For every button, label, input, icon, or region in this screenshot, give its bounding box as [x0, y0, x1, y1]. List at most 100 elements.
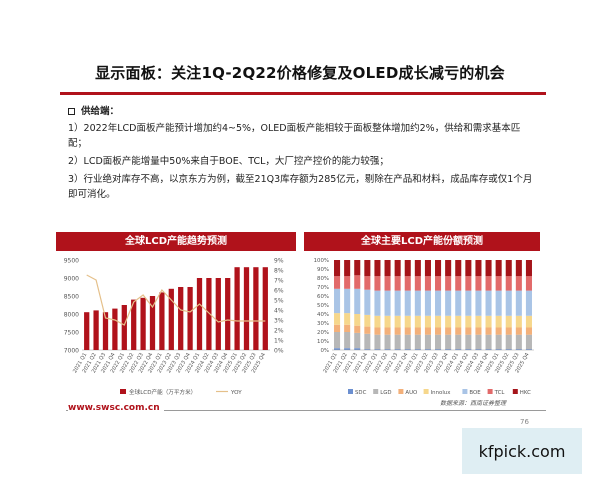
y2-tick-label: 2%	[274, 328, 284, 335]
lcd-capacity-chart-body: 9500 9000 8500 8000 7500 7000 9% 8% 7% 6% 5% 4% 3% 2%…	[56, 254, 296, 406]
share-segment-innolux	[354, 314, 361, 326]
y2-tick-label: 0%	[274, 348, 284, 355]
share-segment-hkc	[414, 260, 421, 277]
share-segment-sdc	[465, 349, 472, 350]
share-segment-lgd	[505, 334, 512, 350]
legend-swatch-auo	[398, 389, 404, 394]
share-segment-boe	[414, 290, 421, 316]
share-segment-hkc	[515, 260, 522, 277]
y-tick-label: 20%	[317, 330, 329, 336]
section-heading-text: 供给端：	[81, 106, 120, 117]
page-title: 显示面板：关注1Q-2Q22价格修复及OLED成长减亏的机会	[95, 64, 505, 82]
y-tick-label: 80%	[317, 276, 329, 282]
share-segment-auo	[414, 327, 421, 335]
share-segment-hkc	[485, 260, 492, 277]
share-segment-tcl	[384, 276, 391, 291]
lcd-share-svg: 100%90%80%70%60%50%40%30%20%10%0%2021 Q1…	[314, 258, 534, 396]
share-segment-lgd	[344, 332, 351, 349]
share-segment-innolux	[384, 315, 391, 328]
share-segment-auo	[525, 327, 532, 335]
share-segment-boe	[525, 290, 532, 316]
capacity-bar	[187, 287, 193, 350]
share-segment-boe	[384, 290, 391, 316]
legend-label-innolux: Innolux	[431, 390, 452, 396]
share-segment-auo	[475, 327, 482, 335]
share-segment-boe	[354, 288, 361, 314]
legend-label-hkc: HKC	[520, 390, 531, 396]
share-segment-innolux	[344, 313, 351, 325]
share-segment-auo	[505, 327, 512, 335]
share-segment-auo	[384, 327, 391, 335]
page-number: 76	[520, 418, 529, 426]
y-tick-label: 30%	[317, 321, 329, 327]
share-segment-auo	[455, 327, 462, 335]
share-segment-lgd	[495, 334, 502, 350]
share-segment-tcl	[455, 276, 462, 291]
share-segment-sdc	[384, 349, 391, 350]
share-segment-innolux	[515, 315, 522, 328]
share-segment-hkc	[435, 260, 442, 277]
share-segment-auo	[364, 326, 371, 334]
capacity-bar	[84, 312, 90, 350]
share-segment-hkc	[495, 260, 502, 277]
share-segment-tcl	[334, 276, 341, 289]
capacity-bar	[121, 305, 127, 350]
capacity-bar	[196, 278, 203, 350]
y-tick-label: 10%	[317, 339, 329, 345]
footer-rule	[66, 410, 546, 411]
legend-label-yoy: YOY	[230, 390, 242, 396]
paragraph-1: 1）2022年LCD面板产能预计增加约4~5%，OLED面板产能相较于面板整体增…	[68, 123, 521, 149]
share-segment-auo	[465, 327, 472, 335]
share-segment-hkc	[344, 260, 351, 277]
capacity-bar	[159, 292, 165, 350]
share-segment-innolux	[485, 315, 492, 328]
supply-section: 供给端： 1）2022年LCD面板产能预计增加约4~5%，OLED面板产能相较于…	[68, 104, 538, 205]
legend-label-lgd: LGD	[380, 390, 391, 396]
share-segment-boe	[515, 290, 522, 316]
capacity-bar	[206, 278, 212, 350]
capacity-bar	[234, 267, 240, 350]
y-tick-label: 7500	[64, 330, 79, 337]
title-rule	[60, 92, 546, 95]
share-segment-auo	[485, 327, 492, 335]
capacity-bar	[225, 278, 231, 350]
lcd-share-chart: 全球主要LCD产能份额预测 100% 90% 80% 70% 60% 50% 40% 30% 2…	[304, 232, 540, 402]
share-segment-innolux	[394, 315, 401, 328]
y2-tick-label: 8%	[274, 268, 284, 275]
share-segment-sdc	[354, 348, 361, 350]
share-segment-boe	[424, 290, 431, 316]
share-segment-hkc	[404, 260, 411, 277]
share-segment-lgd	[384, 334, 391, 350]
legend-swatch-capacity	[120, 389, 126, 394]
share-segment-lgd	[465, 334, 472, 350]
share-segment-lgd	[455, 334, 462, 350]
share-segment-tcl	[414, 276, 421, 291]
share-segment-sdc	[414, 349, 421, 350]
legend-label-sdc: SDC	[355, 390, 367, 396]
share-segment-boe	[445, 290, 452, 316]
share-segment-tcl	[495, 276, 502, 291]
legend-swatch-boe	[462, 389, 468, 394]
legend-label-auo: AUO	[405, 390, 417, 396]
share-segment-sdc	[525, 349, 532, 350]
share-segment-hkc	[364, 260, 371, 277]
share-segment-innolux	[414, 315, 421, 328]
share-segment-tcl	[424, 276, 431, 291]
capacity-bar	[253, 267, 259, 350]
y2-tick-label: 6%	[274, 288, 284, 295]
share-segment-innolux	[525, 315, 532, 328]
share-segment-innolux	[374, 315, 381, 328]
share-segment-lgd	[435, 334, 442, 350]
share-segment-lgd	[374, 334, 381, 350]
y-tick-label: 40%	[317, 312, 329, 318]
y-tick-label: 50%	[317, 303, 329, 309]
capacity-bar	[178, 287, 184, 350]
legend-label-capacity: 全球LCD产能（万平方米）	[129, 388, 196, 396]
capacity-bar	[140, 297, 146, 350]
y-tick-label: 9000	[64, 276, 79, 283]
share-segment-sdc	[505, 349, 512, 350]
legend-label-tcl: TCL	[494, 390, 505, 396]
footer-url[interactable]: www.swsc.com.cn	[68, 403, 164, 413]
share-segment-innolux	[404, 315, 411, 328]
